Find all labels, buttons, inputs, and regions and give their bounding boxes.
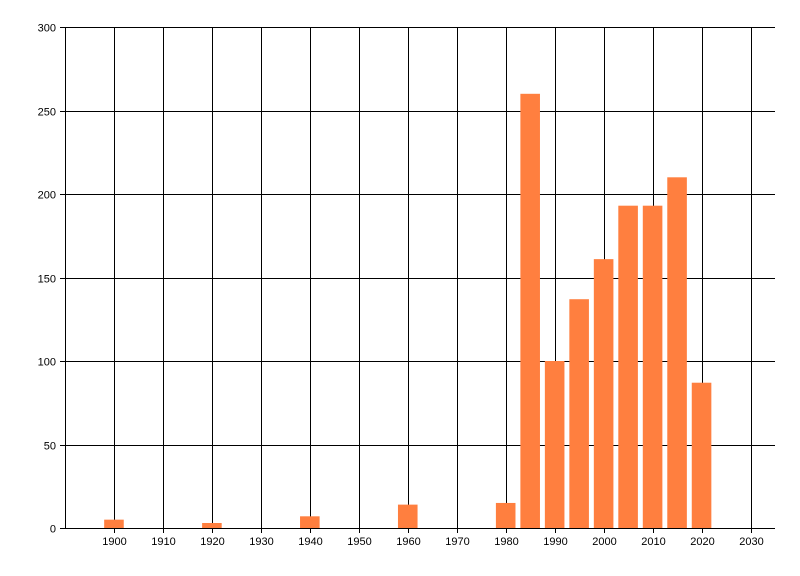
bar-1900	[104, 519, 124, 528]
x-tick-label: 1950	[347, 536, 371, 548]
bar-1960	[397, 504, 418, 528]
bar-2000	[593, 259, 614, 528]
y-tick-label: 300	[38, 23, 56, 35]
tick-labels: 0 50 100 150 200 250 300 1900 1910 1920 1930 1940 19…	[38, 23, 764, 549]
x-tick-label: 1990	[543, 536, 567, 548]
x-tick-label: 1900	[102, 536, 126, 548]
x-tick-label: 1930	[249, 536, 273, 548]
y-tick-label: 0	[50, 524, 56, 536]
bar-2005	[618, 205, 638, 528]
bar-2015	[667, 177, 687, 529]
y-tick-label: 150	[38, 274, 56, 286]
x-tick-label: 1980	[494, 536, 518, 548]
x-tick-label: 1960	[396, 536, 420, 548]
bar-1940	[300, 516, 320, 528]
y-tick-label: 250	[38, 107, 56, 119]
bar-1995	[569, 299, 589, 528]
bar-1980	[495, 502, 516, 528]
bar-2010	[642, 205, 663, 528]
x-tick-label: 1910	[151, 536, 175, 548]
x-tick-label: 1940	[298, 536, 322, 548]
x-tick-label: 2030	[739, 536, 763, 548]
x-tick-label: 1920	[200, 536, 224, 548]
y-tick-label: 50	[44, 441, 56, 453]
bar-1990	[544, 361, 565, 528]
x-tick-label: 2010	[641, 536, 665, 548]
y-tick-label: 100	[38, 357, 56, 369]
bar-2020	[691, 382, 712, 528]
bars	[104, 93, 712, 529]
axes	[60, 27, 775, 533]
y-tick-label: 200	[38, 190, 56, 202]
bar-1920	[202, 522, 222, 528]
x-tick-label: 1970	[445, 536, 469, 548]
x-tick-label: 2000	[592, 536, 616, 548]
x-tick-label: 2020	[690, 536, 714, 548]
bar-1985	[520, 93, 540, 529]
